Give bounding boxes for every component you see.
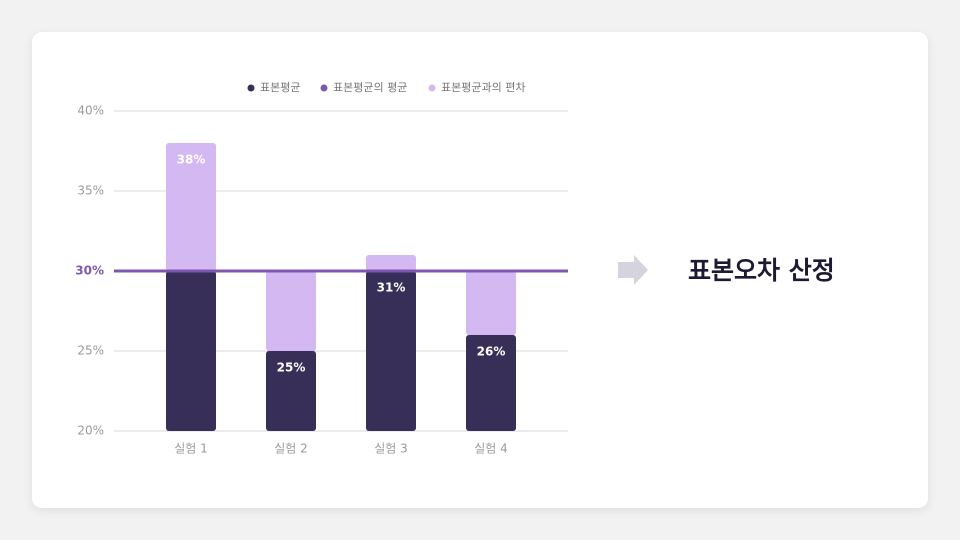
legend-label: 표본평균과의 편차 <box>441 81 525 94</box>
legend-label: 표본평균 <box>260 81 300 94</box>
x-tick-label: 실험 2 <box>274 442 308 456</box>
deviation-bar <box>366 255 416 271</box>
y-tick-label: 35% <box>77 184 104 198</box>
y-tick-label: 20% <box>77 424 104 438</box>
deviation-bar <box>266 271 316 351</box>
deviation-bar <box>166 143 216 271</box>
value-label: 38% <box>177 153 206 167</box>
legend-swatch <box>428 84 436 92</box>
callout: 표본오차 산정 <box>688 256 835 285</box>
arrow <box>618 255 648 285</box>
bar <box>166 271 216 431</box>
value-label: 25% <box>277 361 306 375</box>
value-label: 26% <box>477 345 506 359</box>
legend-label: 표본평균의 평균 <box>333 81 407 94</box>
bar <box>266 351 316 431</box>
bar <box>366 271 416 431</box>
x-tick-label: 실험 1 <box>174 442 208 456</box>
x-tick-label: 실험 3 <box>374 442 408 456</box>
x-tick-label: 실험 4 <box>474 442 508 456</box>
legend-swatch <box>320 84 328 92</box>
value-label: 31% <box>377 281 406 295</box>
y-tick-label: 25% <box>77 344 104 358</box>
bar <box>466 335 516 431</box>
legend-swatch <box>247 84 255 92</box>
y-tick-label: 40% <box>77 104 104 118</box>
y-tick-label: 30% <box>75 264 104 278</box>
deviation-bar <box>466 271 516 335</box>
